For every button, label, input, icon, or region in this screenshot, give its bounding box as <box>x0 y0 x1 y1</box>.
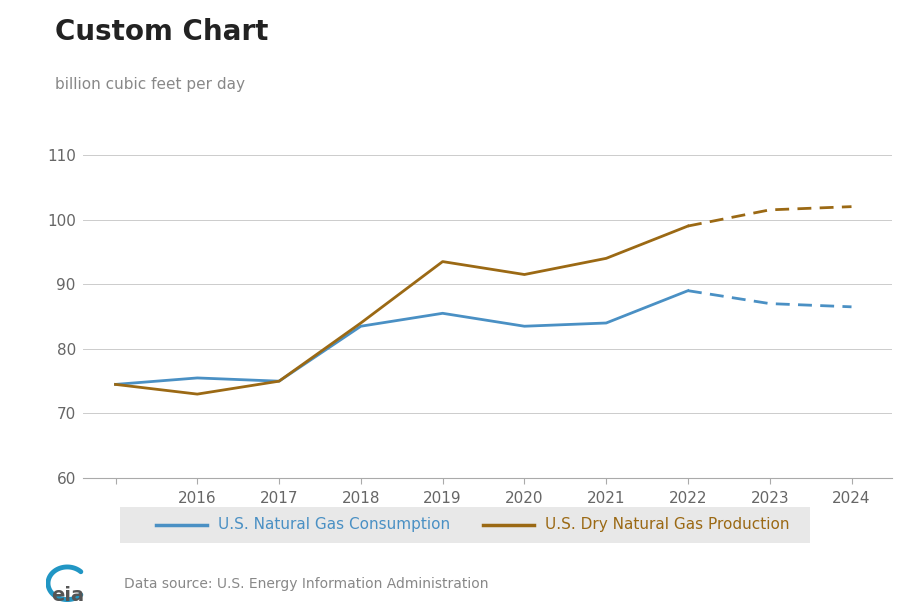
Text: eia: eia <box>51 586 84 604</box>
Text: U.S. Natural Gas Consumption: U.S. Natural Gas Consumption <box>218 517 449 532</box>
Text: Data source: U.S. Energy Information Administration: Data source: U.S. Energy Information Adm… <box>124 577 488 590</box>
Text: Custom Chart: Custom Chart <box>55 18 268 47</box>
Text: billion cubic feet per day: billion cubic feet per day <box>55 77 245 91</box>
Text: U.S. Dry Natural Gas Production: U.S. Dry Natural Gas Production <box>544 517 789 532</box>
